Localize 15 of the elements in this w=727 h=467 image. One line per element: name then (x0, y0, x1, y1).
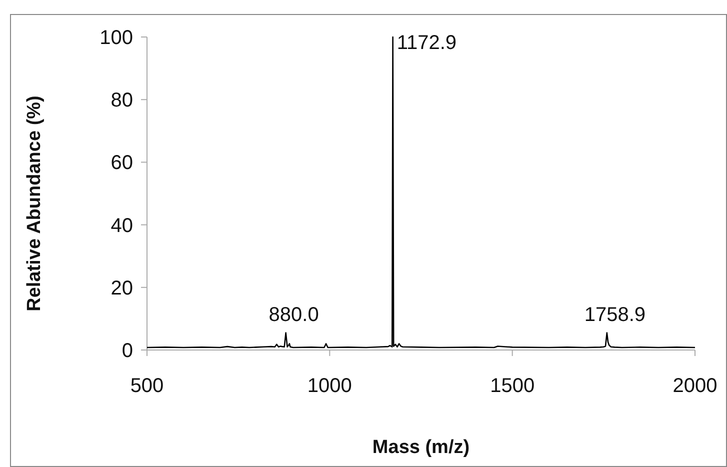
annotation: 1758.9 (584, 304, 646, 326)
y-tick-label: 0 (122, 340, 133, 362)
y-tick-label: 80 (110, 90, 133, 112)
annotation: 1172.9 (396, 32, 457, 54)
y-tick-label: 100 (100, 27, 133, 49)
y-tick-label: 40 (110, 214, 133, 237)
annotation: 880.0 (268, 304, 319, 326)
x-tick-label: 500 (130, 375, 164, 397)
y-axis-title: Relative Abundance (%) (24, 96, 45, 312)
x-tick-label: 1000 (307, 375, 352, 397)
y-tick-label: 20 (110, 277, 133, 300)
y-tick-label: 60 (110, 152, 133, 174)
x-tick-label: 2000 (672, 375, 718, 397)
x-axis-title: Mass (m/z) (372, 437, 470, 458)
x-tick-label: 1500 (490, 375, 535, 397)
